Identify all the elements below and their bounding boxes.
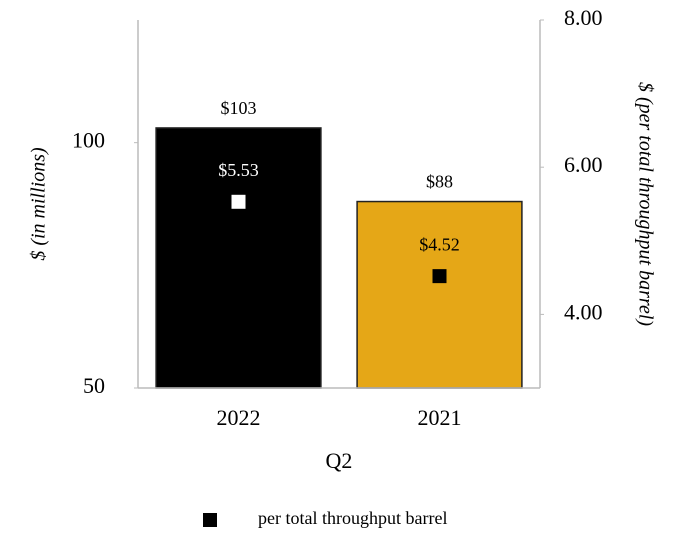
x-axis-title: Q2 [326,448,353,473]
x-tick-label: 2022 [217,405,261,430]
y2-tick-label: 6.00 [564,152,603,177]
y2-tick-label: 4.00 [564,299,603,324]
marker [231,194,246,209]
legend-swatch [203,513,217,527]
marker-value-label: $5.53 [218,160,259,180]
legend-label: per total throughput barrel [258,508,447,528]
x-tick-label: 2021 [418,405,462,430]
y-axis-title: $ (in millions) [28,147,50,261]
bar [356,200,523,389]
bar-value-label: $103 [221,98,257,118]
marker [432,269,447,284]
bar-value-label: $88 [426,172,453,192]
y-tick-label: 50 [83,373,105,398]
y2-axis-title: $ (per total throughput barrel) [634,82,656,326]
marker-value-label: $4.52 [419,234,460,254]
bar [155,127,322,389]
y2-tick-label: 8.00 [564,5,603,30]
y-tick-label: 100 [72,128,105,153]
